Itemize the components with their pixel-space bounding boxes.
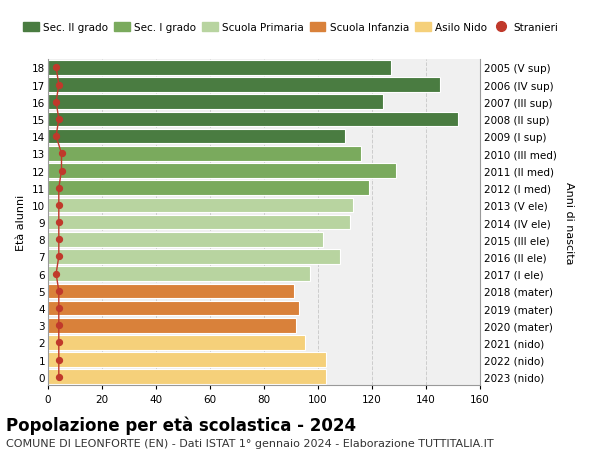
Bar [48,95,383,110]
Point [54,219,64,226]
Point [52,65,61,72]
Bar [48,301,299,316]
Point [54,82,64,89]
Bar [48,78,439,93]
Bar [48,61,391,76]
Bar [48,215,350,230]
Point [54,287,64,295]
Point [54,339,64,347]
Point [54,236,64,243]
Point [54,202,64,209]
Text: Popolazione per età scolastica - 2024: Popolazione per età scolastica - 2024 [6,415,356,434]
Point [56,168,67,175]
Point [54,185,64,192]
Y-axis label: Età alunni: Età alunni [16,195,26,251]
Bar [48,232,323,247]
Point [52,99,61,106]
Point [54,356,64,364]
Bar [48,250,340,264]
Bar [48,129,345,144]
Bar [48,112,458,127]
Bar [48,164,397,179]
Bar [48,318,296,333]
Bar [48,198,353,213]
Point [56,151,67,158]
Bar [48,284,294,298]
Bar [48,336,305,350]
Bar [48,267,310,281]
Point [54,305,64,312]
Text: COMUNE DI LEONFORTE (EN) - Dati ISTAT 1° gennaio 2024 - Elaborazione TUTTITALIA.: COMUNE DI LEONFORTE (EN) - Dati ISTAT 1°… [6,438,494,448]
Bar [48,369,326,384]
Point [54,116,64,123]
Bar [48,147,361,161]
Point [54,253,64,261]
Point [52,270,61,278]
Y-axis label: Anni di nascita: Anni di nascita [564,181,574,264]
Legend: Sec. II grado, Sec. I grado, Scuola Primaria, Scuola Infanzia, Asilo Nido, Stran: Sec. II grado, Sec. I grado, Scuola Prim… [23,22,558,33]
Point [54,322,64,329]
Point [54,373,64,381]
Bar [48,181,370,196]
Bar [48,353,326,367]
Point [52,133,61,140]
